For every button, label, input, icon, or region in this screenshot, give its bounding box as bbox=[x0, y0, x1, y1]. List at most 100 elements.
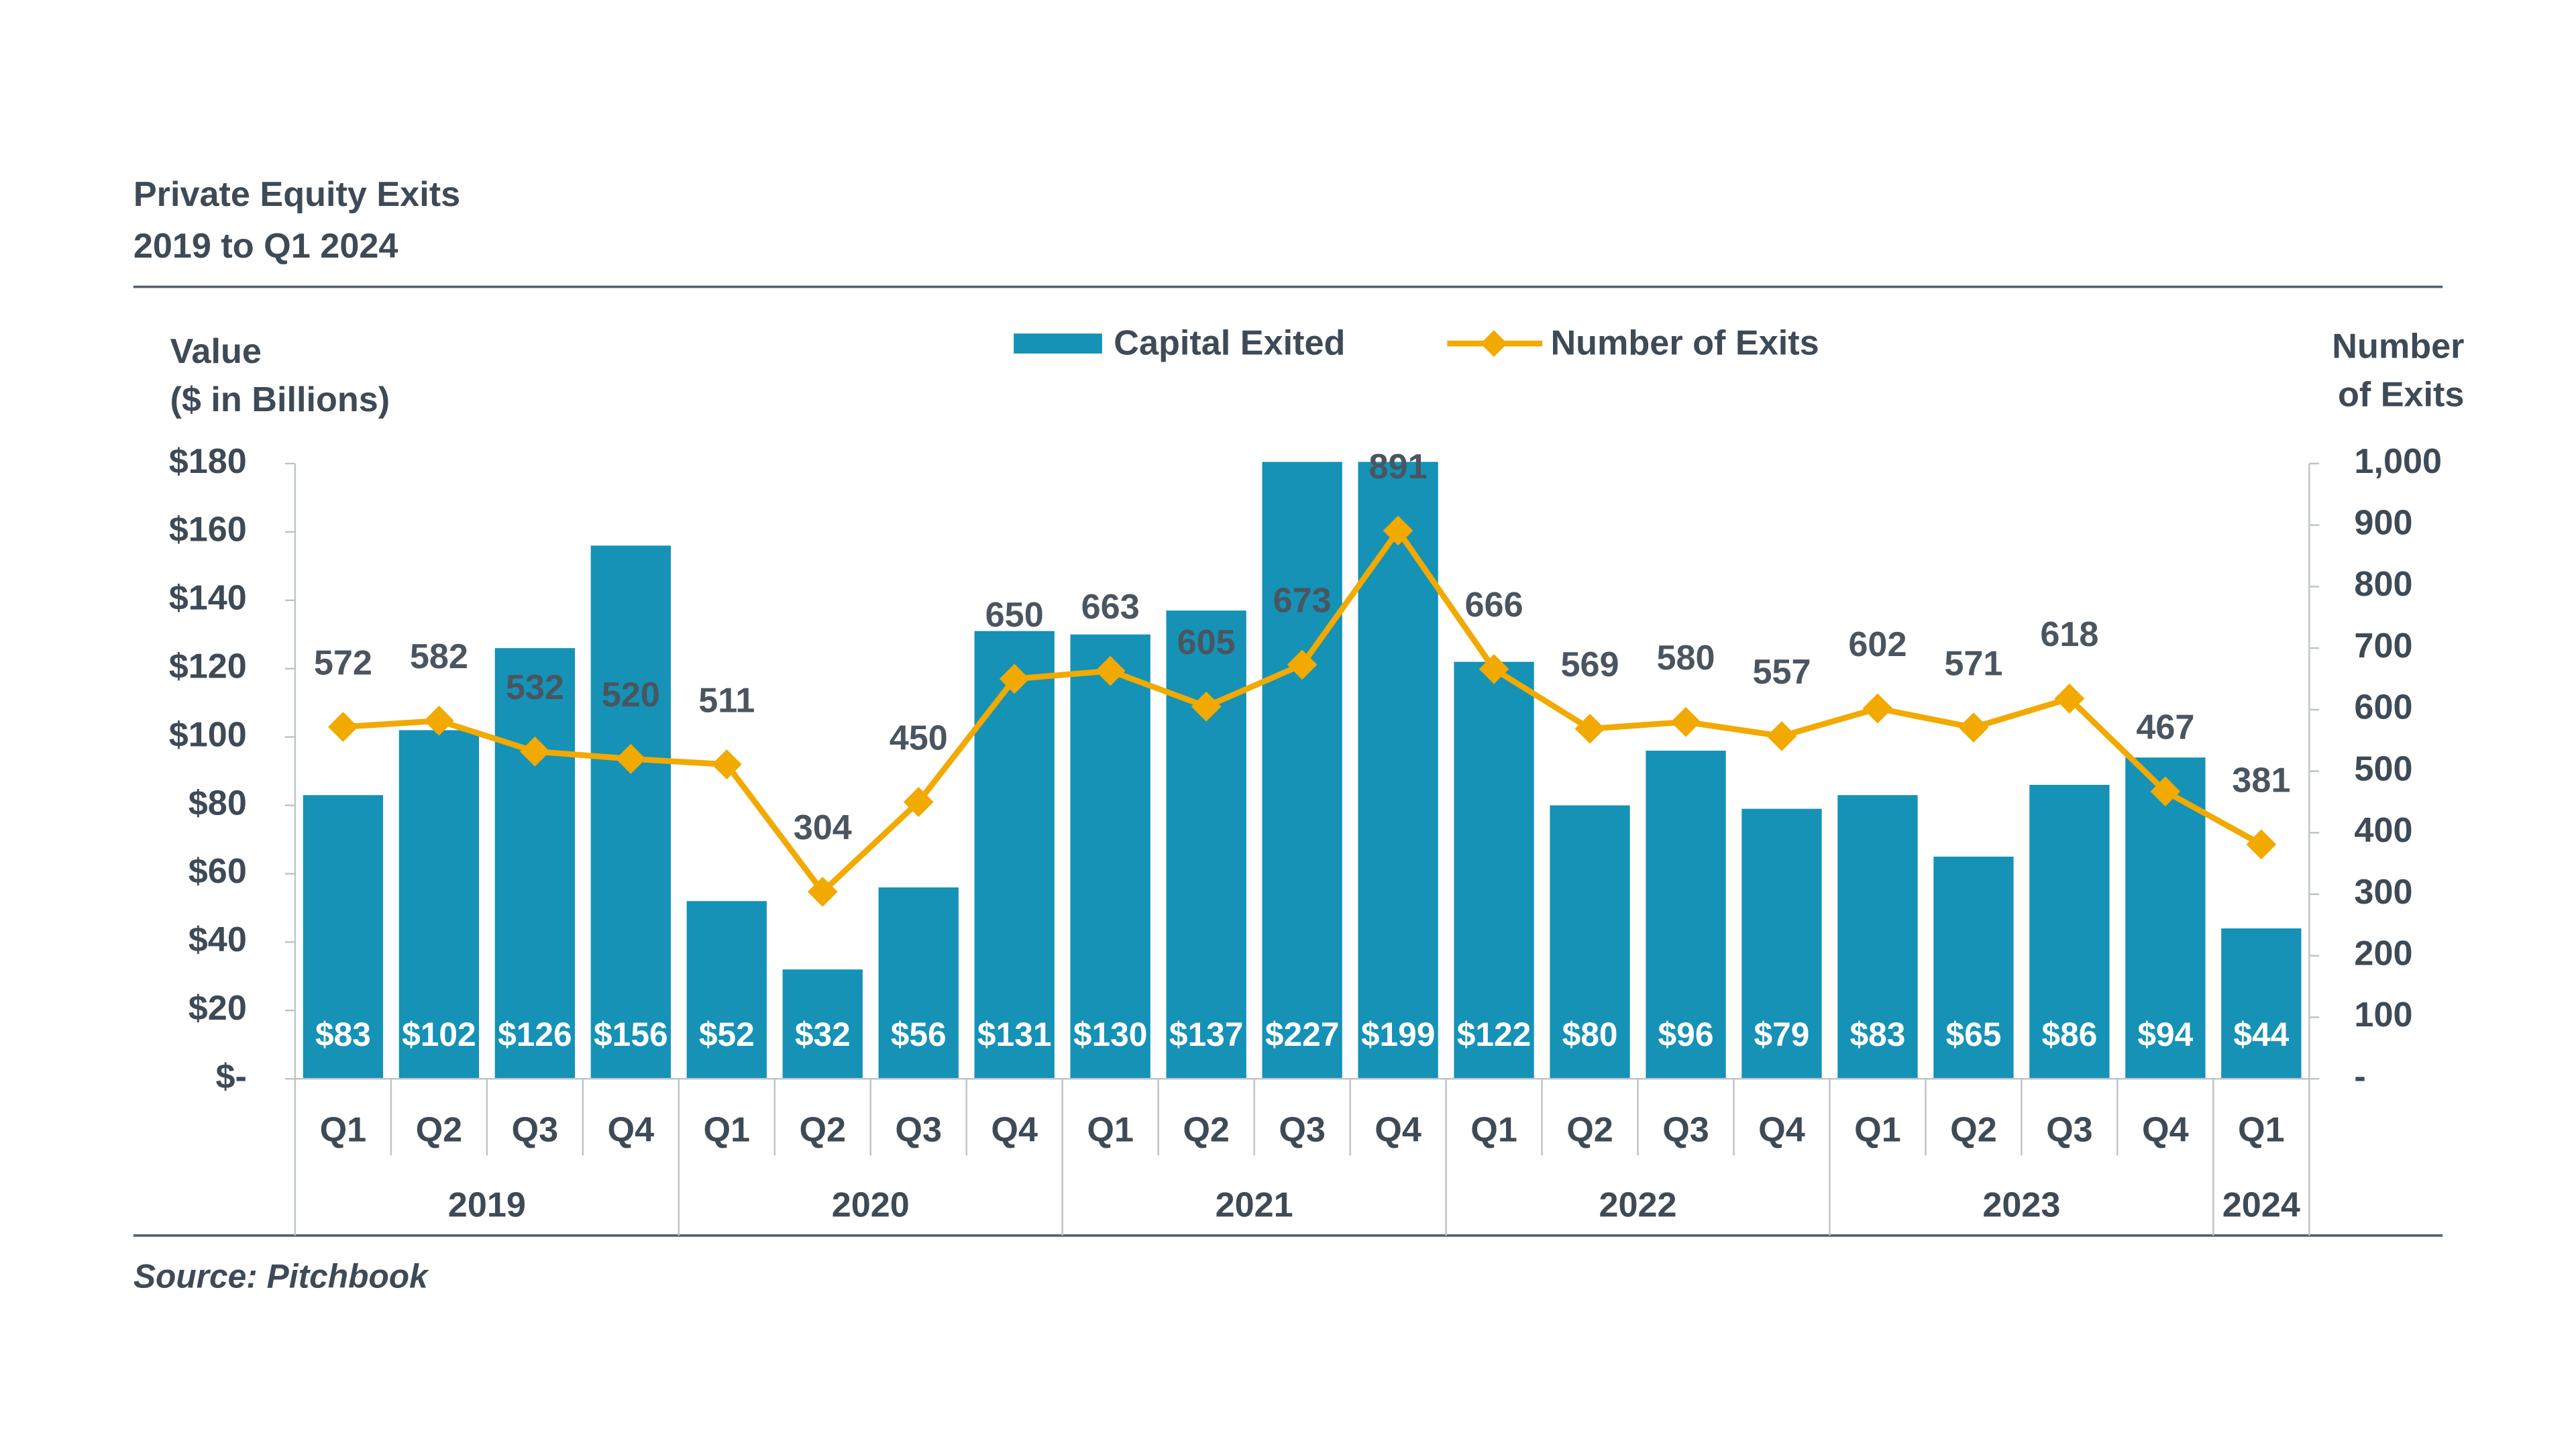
x-tick-label: Q3 bbox=[512, 1110, 559, 1149]
x-tick-label: Q1 bbox=[1854, 1110, 1901, 1149]
line-marker bbox=[2054, 684, 2085, 714]
bar-layer bbox=[303, 462, 2302, 1079]
bar bbox=[1550, 805, 1630, 1079]
line-marker bbox=[328, 712, 358, 742]
x-tick-label: Q1 bbox=[703, 1110, 750, 1149]
bar-value-label: $96 bbox=[1658, 1016, 1714, 1053]
bar bbox=[1646, 751, 1726, 1079]
line-marker bbox=[1383, 515, 1413, 546]
bar-value-label: $83 bbox=[315, 1016, 371, 1053]
bar-value-label: $32 bbox=[795, 1016, 851, 1053]
y2-tick-label: 900 bbox=[2354, 504, 2412, 543]
line-value-label: 304 bbox=[794, 808, 852, 847]
y-axis-label: ($ in Billions) bbox=[170, 380, 390, 419]
bar-value-label: $156 bbox=[594, 1016, 668, 1053]
line-value-label: 605 bbox=[1177, 623, 1236, 662]
bar bbox=[494, 648, 576, 1079]
y-tick-label: $140 bbox=[169, 579, 247, 618]
y-tick-label: $40 bbox=[189, 920, 247, 959]
y-tick-label: $160 bbox=[169, 511, 247, 549]
line-value-label: 650 bbox=[985, 596, 1044, 635]
line-value-label: 467 bbox=[2136, 708, 2194, 747]
line-marker bbox=[1670, 706, 1701, 737]
line-value-label: 602 bbox=[1848, 625, 1907, 664]
bar bbox=[2125, 757, 2206, 1079]
x-tick-label: Q1 bbox=[1087, 1110, 1134, 1149]
line-value-label: 557 bbox=[1752, 653, 1811, 692]
bar bbox=[878, 887, 959, 1079]
y2-tick-label: 200 bbox=[2354, 934, 2412, 973]
line-marker bbox=[807, 876, 838, 907]
y-tick-label: $100 bbox=[169, 715, 247, 754]
bar-value-label: $131 bbox=[977, 1016, 1052, 1053]
x-group-label: 2021 bbox=[1216, 1185, 1293, 1224]
chart-title: Private Equity Exits bbox=[133, 175, 460, 214]
line-value-label: 569 bbox=[1561, 645, 1619, 684]
y2-tick-label: 1,000 bbox=[2354, 442, 2442, 481]
line-marker bbox=[2246, 829, 2277, 860]
bar bbox=[1070, 634, 1150, 1079]
bar bbox=[590, 545, 671, 1079]
x-tick-label: Q2 bbox=[416, 1110, 463, 1149]
chart-subtitle: 2019 to Q1 2024 bbox=[133, 227, 398, 266]
line-value-label: 891 bbox=[1369, 447, 1428, 486]
line-value-label: 381 bbox=[2232, 761, 2290, 800]
line-marker bbox=[999, 663, 1030, 694]
bar-value-label: $65 bbox=[1945, 1016, 2001, 1053]
bar-value-label: $52 bbox=[699, 1016, 755, 1053]
bar bbox=[398, 730, 480, 1079]
y2-axis-label: Number bbox=[2332, 327, 2464, 366]
x-tick-label: Q3 bbox=[895, 1110, 942, 1149]
x-tick-label: Q4 bbox=[2142, 1110, 2189, 1149]
bar-value-label: $83 bbox=[1850, 1016, 1906, 1053]
legend-marker bbox=[1481, 330, 1507, 357]
x-tick-label: Q4 bbox=[1758, 1110, 1805, 1149]
x-tick-label: Q2 bbox=[1566, 1110, 1613, 1149]
x-group-label: 2020 bbox=[832, 1185, 910, 1224]
x-tick-label: Q3 bbox=[1279, 1110, 1326, 1149]
line-value-label: 663 bbox=[1081, 588, 1140, 627]
y2-tick-label: 500 bbox=[2354, 749, 2412, 788]
bar bbox=[686, 901, 767, 1079]
x-tick-label: Q1 bbox=[1470, 1110, 1517, 1149]
bar-value-label: $94 bbox=[2137, 1016, 2193, 1053]
bar bbox=[2029, 784, 2110, 1079]
legend-swatch bbox=[1014, 333, 1102, 354]
x-tick-label: Q4 bbox=[1375, 1110, 1421, 1149]
y-tick-label: $180 bbox=[169, 442, 247, 481]
bar-value-label: $56 bbox=[891, 1016, 947, 1053]
legend-label: Capital Exited bbox=[1114, 323, 1345, 362]
line-value-label: 572 bbox=[314, 643, 372, 682]
bar bbox=[1454, 661, 1534, 1079]
line-marker bbox=[1862, 693, 1893, 724]
bar bbox=[782, 969, 863, 1079]
y2-tick-label: 300 bbox=[2354, 873, 2412, 912]
x-tick-label: Q1 bbox=[320, 1110, 367, 1149]
bar bbox=[1166, 610, 1246, 1079]
bar-value-label: $79 bbox=[1754, 1016, 1810, 1053]
y2-axis-label: of Exits bbox=[2338, 375, 2465, 414]
bar-value-label: $102 bbox=[402, 1016, 476, 1053]
line-value-label: 666 bbox=[1465, 586, 1523, 625]
x-tick-label: Q1 bbox=[2238, 1110, 2285, 1149]
line-value-label: 511 bbox=[698, 681, 755, 720]
y-tick-label: $20 bbox=[189, 989, 247, 1028]
x-tick-label: Q2 bbox=[1183, 1110, 1230, 1149]
y2-tick-label: 600 bbox=[2354, 688, 2412, 727]
bar-value-label: $80 bbox=[1562, 1016, 1618, 1053]
x-tick-label: Q4 bbox=[608, 1110, 655, 1149]
x-group-label: 2024 bbox=[2222, 1185, 2300, 1224]
line-value-label: 450 bbox=[890, 718, 948, 757]
bar bbox=[974, 631, 1055, 1079]
bar bbox=[1837, 795, 1918, 1079]
x-tick-label: Q4 bbox=[991, 1110, 1038, 1149]
x-tick-label: Q2 bbox=[1950, 1110, 1997, 1149]
line-marker bbox=[2150, 776, 2181, 807]
line-marker bbox=[519, 736, 550, 767]
bar bbox=[1933, 856, 2014, 1079]
bar-value-label: $86 bbox=[2041, 1016, 2097, 1053]
y-tick-label: $80 bbox=[189, 784, 247, 822]
y2-tick-label: 400 bbox=[2354, 811, 2412, 850]
